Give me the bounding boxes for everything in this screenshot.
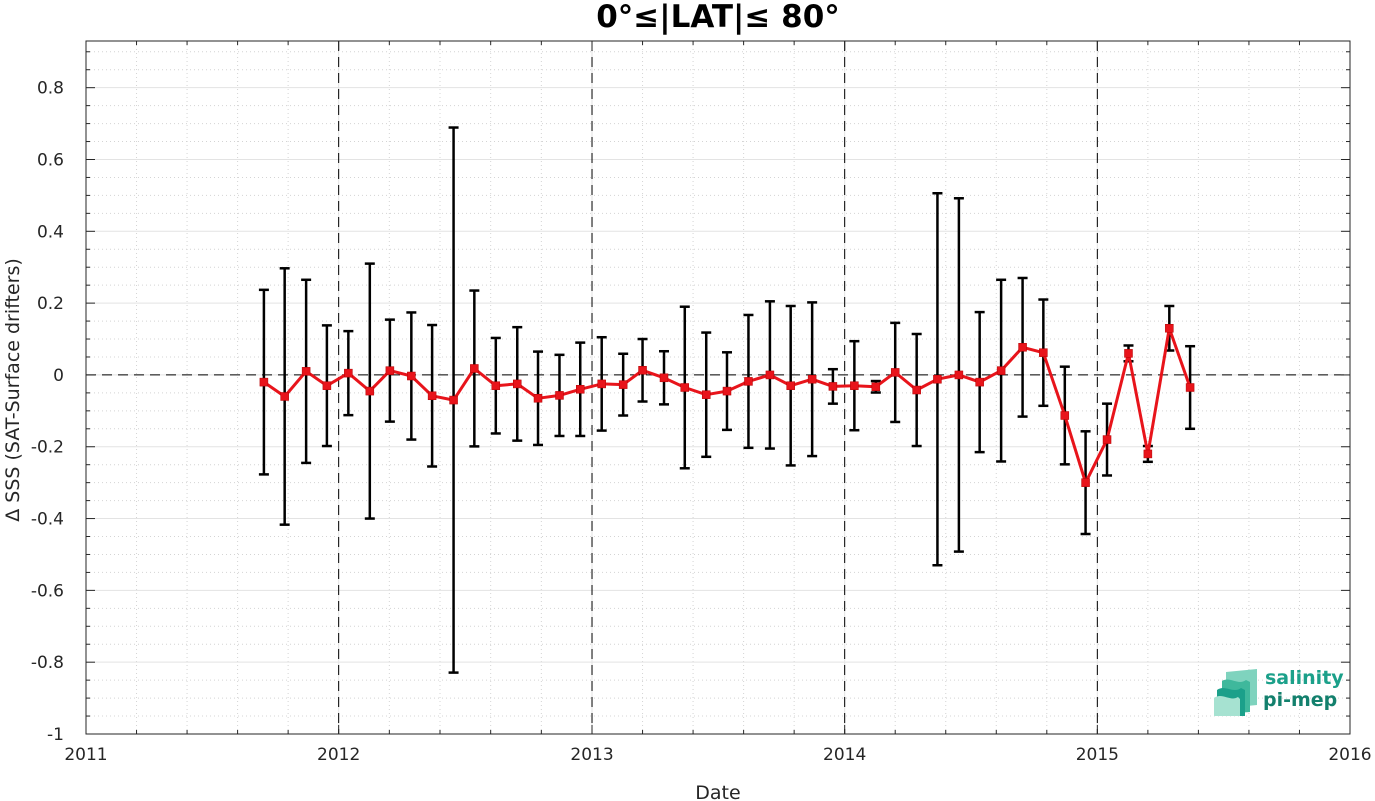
data-point-marker — [701, 390, 711, 399]
y-tick-label: 0.6 — [37, 150, 64, 170]
y-tick-label: -0.2 — [31, 438, 64, 458]
data-point-marker — [280, 392, 289, 401]
data-point-marker — [575, 385, 585, 394]
data-point-marker — [533, 394, 543, 403]
data-point-marker — [1143, 449, 1153, 459]
data-point-marker — [491, 381, 501, 390]
axis-ticks — [85, 41, 1351, 735]
data-point-marker — [407, 371, 416, 381]
y-tick-label: 0.8 — [37, 79, 64, 99]
chart-title: 0°≤|LAT|≤ 80° — [596, 0, 840, 35]
salinity-pi-mep-logo: salinity pi-mep — [1214, 667, 1344, 716]
reference-lines — [86, 41, 1350, 734]
logo-text-pi-mep: pi-mep — [1263, 689, 1337, 711]
data-point-marker — [996, 366, 1006, 375]
data-point-marker — [1165, 324, 1174, 333]
data-point-marker — [722, 386, 732, 396]
data-point-marker — [975, 377, 984, 387]
data-point-marker — [470, 364, 479, 373]
data-point-marker — [1124, 349, 1133, 358]
data-point-marker — [1039, 348, 1048, 357]
data-point-marker — [1102, 435, 1112, 444]
series-markers — [259, 324, 1195, 487]
data-point-marker — [744, 377, 753, 386]
data-point-marker — [1018, 343, 1027, 352]
data-point-marker — [850, 381, 859, 390]
y-tick-label: -0.8 — [31, 653, 64, 673]
x-tick-label: 2013 — [570, 745, 613, 765]
data-point-marker — [1060, 411, 1070, 420]
data-point-marker — [618, 380, 628, 389]
data-point-marker — [597, 379, 606, 389]
x-tick-label: 2016 — [1328, 745, 1371, 765]
data-point-marker — [322, 381, 332, 390]
data-point-marker — [259, 377, 269, 387]
data-point-marker — [933, 374, 942, 384]
y-tick-label: 0.2 — [37, 294, 64, 314]
data-point-marker — [449, 395, 458, 405]
x-tick-label: 2012 — [317, 745, 360, 765]
y-axis-label: Δ SSS (SAT-Surface drifters) — [2, 258, 24, 522]
data-point-marker — [1081, 478, 1090, 487]
data-point-marker — [786, 381, 795, 390]
wave-stack-icon — [1214, 669, 1257, 716]
y-tick-labels: -1 -0.8 -0.6 -0.4 -0.2 0 0.2 0.4 0.6 0.8 — [31, 79, 64, 745]
y-tick-label: -0.6 — [31, 581, 64, 601]
data-point-marker — [365, 386, 375, 396]
data-point-marker — [555, 391, 564, 400]
data-point-marker — [344, 368, 353, 378]
plot-area-frame — [85, 40, 1351, 735]
y-tick-label: 0 — [53, 366, 64, 386]
data-point-marker — [385, 366, 395, 375]
x-axis-label: Date — [695, 782, 740, 801]
y-tick-label: 0.4 — [37, 222, 64, 242]
data-point-marker — [513, 379, 522, 389]
data-point-marker — [890, 368, 900, 377]
data-point-marker — [301, 367, 311, 376]
data-point-marker — [1185, 383, 1195, 392]
data-point-marker — [807, 374, 817, 384]
x-tick-label: 2015 — [1076, 745, 1119, 765]
data-point-marker — [828, 382, 838, 391]
y-tick-label: -0.4 — [31, 510, 64, 530]
data-point-marker — [912, 385, 921, 395]
data-point-marker — [871, 382, 881, 392]
data-point-marker — [638, 366, 647, 375]
data-point-marker — [954, 370, 964, 380]
logo-text-salinity: salinity — [1265, 667, 1344, 689]
data-point-marker — [765, 370, 775, 380]
y-tick-label: -1 — [47, 725, 64, 745]
data-point-marker — [427, 391, 437, 401]
x-tick-labels: 2011 2012 2013 2014 2015 2016 — [64, 745, 1371, 765]
data-point-marker — [680, 383, 690, 392]
x-tick-label: 2011 — [64, 745, 107, 765]
x-tick-label: 2014 — [823, 745, 866, 765]
data-point-marker — [659, 373, 669, 383]
minor-grid — [86, 41, 1350, 734]
